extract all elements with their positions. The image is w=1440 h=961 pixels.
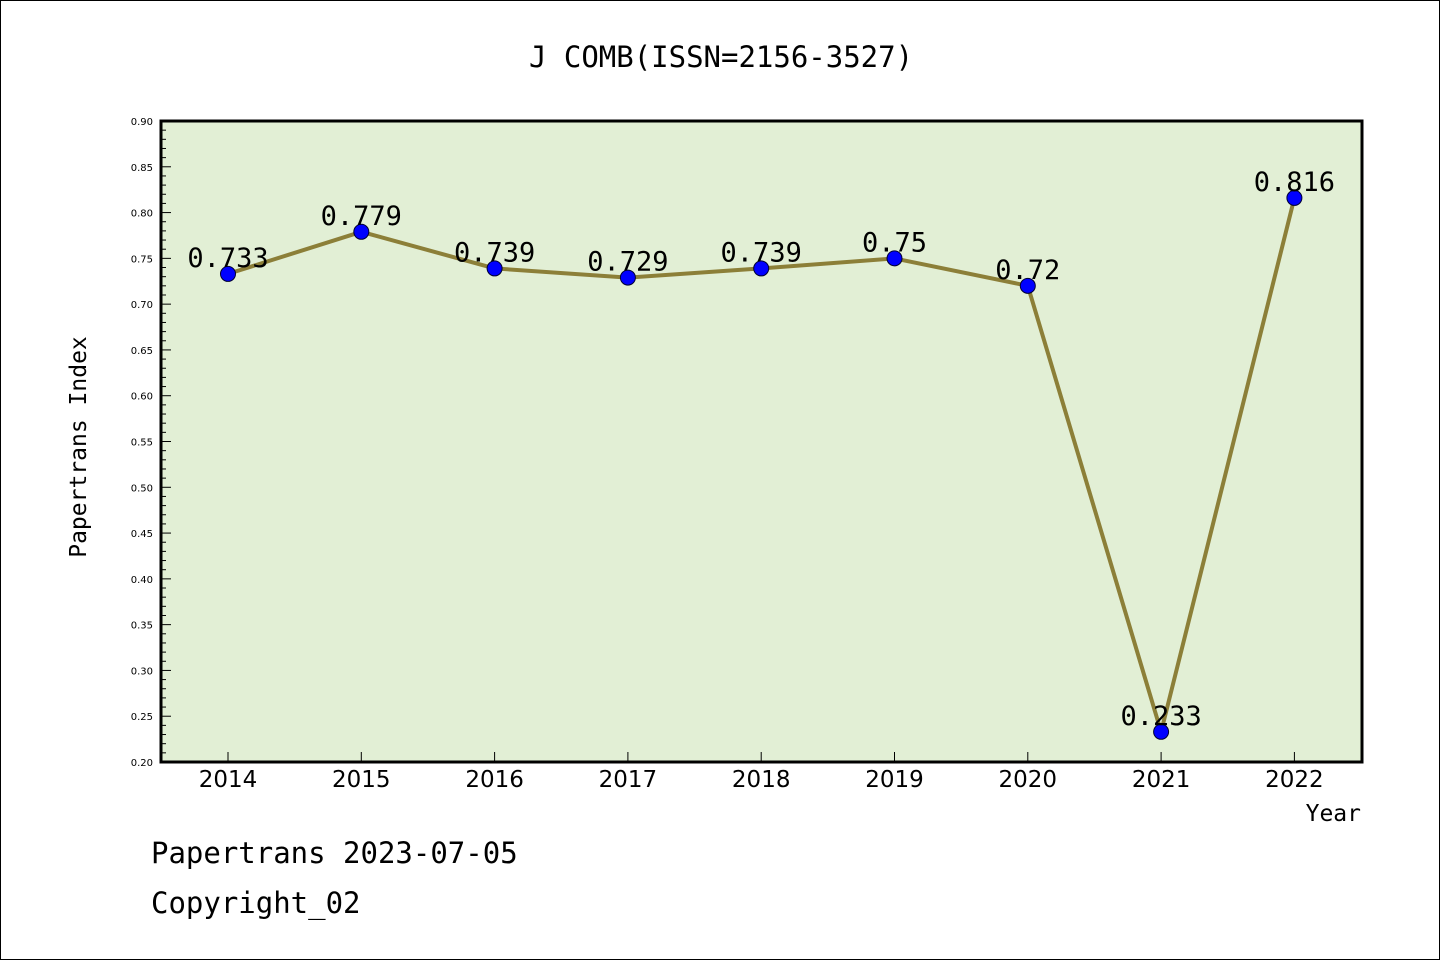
data-label: 0.729	[587, 247, 668, 278]
data-label: 0.733	[187, 243, 268, 274]
data-point	[753, 260, 770, 277]
data-label: 0.779	[321, 201, 402, 232]
x-tick-label: 2020	[999, 767, 1058, 793]
footer-date-line: Papertrans 2023-07-05	[151, 836, 518, 870]
y-axis-label: Papertrans Index	[66, 336, 92, 558]
y-tick-label: 0.70	[131, 300, 153, 311]
y-tick-label: 0.20	[131, 758, 153, 769]
x-axis: 2014 2015 2016 2017 2018 2019 2020 2021 2022	[199, 752, 1324, 793]
y-tick-label: 0.75	[131, 254, 153, 265]
data-point	[353, 223, 370, 240]
x-tick-label: 2016	[465, 767, 524, 793]
x-tick-label: 2019	[865, 767, 924, 793]
data-markers	[220, 189, 1303, 740]
data-label: 0.739	[454, 237, 535, 268]
chart-title: J COMB(ISSN=2156-3527)	[529, 40, 913, 74]
y-tick-label: 0.90	[131, 117, 153, 128]
data-point	[886, 250, 903, 267]
x-tick-label: 2017	[599, 767, 658, 793]
x-axis-label: Year	[1306, 801, 1361, 827]
y-tick-label: 0.45	[131, 529, 153, 540]
data-label: 0.75	[862, 227, 927, 258]
data-label: 0.739	[721, 237, 802, 268]
data-label: 0.72	[995, 255, 1060, 286]
y-tick-label: 0.80	[131, 209, 153, 220]
y-tick-label: 0.40	[131, 575, 153, 586]
data-point	[619, 269, 636, 286]
data-label: 0.816	[1254, 167, 1335, 198]
y-tick-label: 0.35	[131, 621, 153, 632]
y-tick-label: 0.25	[131, 712, 153, 723]
y-tick-label: 0.60	[131, 392, 153, 403]
footer-copyright: Copyright_02	[151, 886, 361, 920]
x-tick-label: 2015	[332, 767, 391, 793]
data-labels: 0.733 0.779 0.739 0.729 0.739 0.75 0.72 0.233 0.…	[187, 167, 1335, 732]
data-label: 0.233	[1120, 701, 1201, 732]
x-tick-label: 2018	[732, 767, 791, 793]
y-tick-label: 0.50	[131, 483, 153, 494]
y-axis: 0.20 0.25 0.30 0.35 0.40 0.45 0.50 0.55 0.60 0.65…	[131, 117, 171, 769]
data-point	[1019, 277, 1036, 294]
x-tick-label: 2022	[1265, 767, 1324, 793]
data-point	[1153, 723, 1170, 740]
y-tick-label: 0.30	[131, 666, 153, 677]
data-point	[220, 265, 236, 282]
y-tick-label: 0.65	[131, 346, 153, 357]
y-tick-label: 0.55	[131, 438, 153, 449]
x-tick-label: 2014	[199, 767, 258, 793]
data-point	[486, 260, 503, 277]
data-point	[1286, 189, 1303, 206]
x-tick-label: 2021	[1132, 767, 1191, 793]
y-tick-label: 0.85	[131, 163, 153, 174]
